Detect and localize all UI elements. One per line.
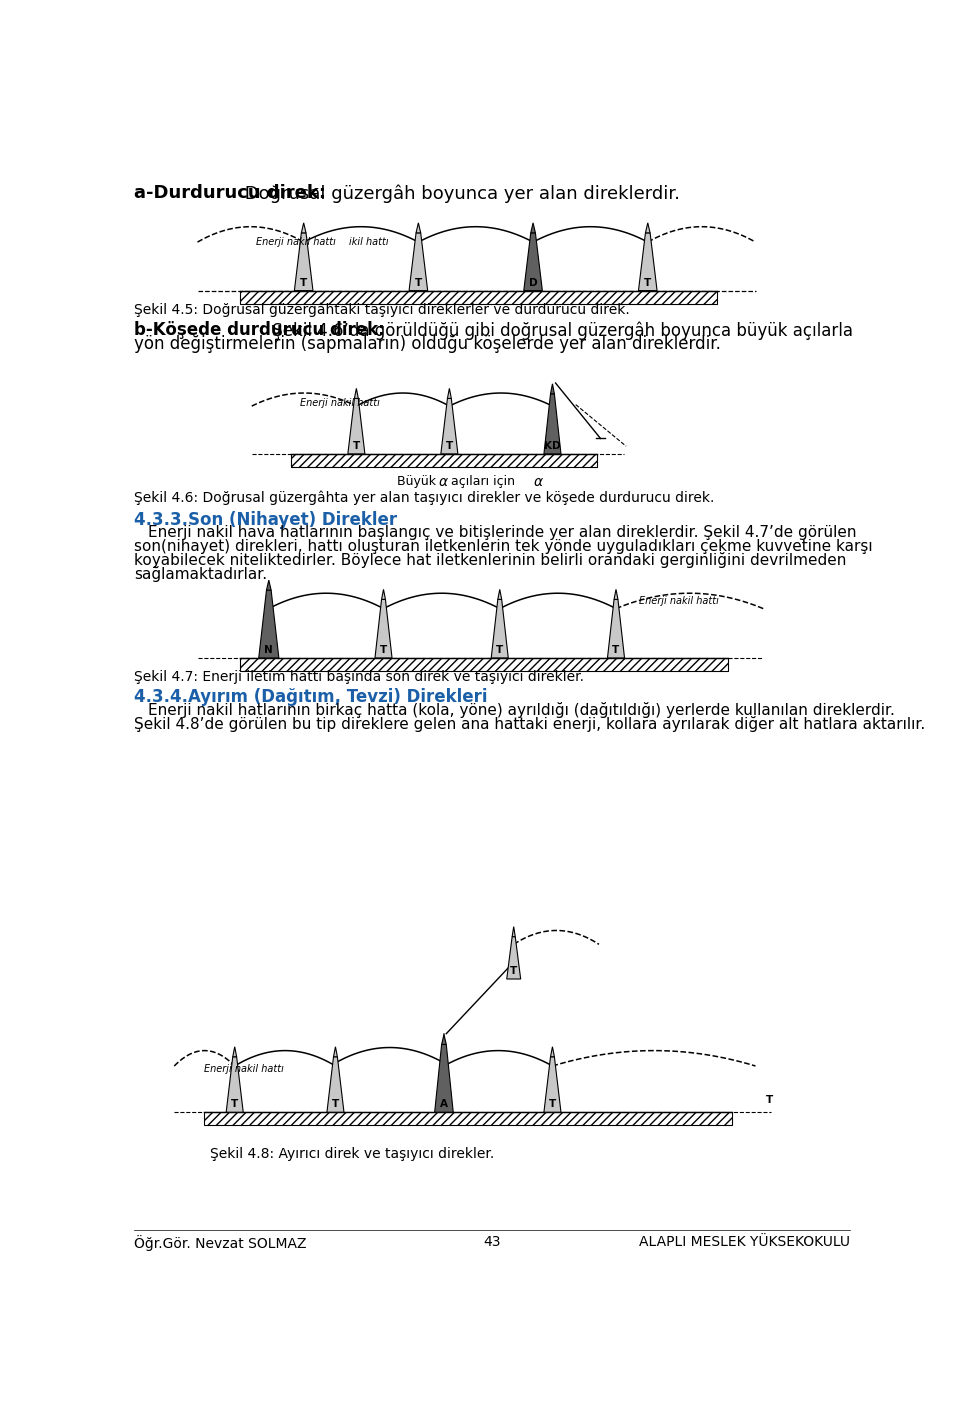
Polygon shape: [375, 600, 392, 658]
Text: T: T: [644, 277, 652, 287]
Polygon shape: [447, 389, 451, 398]
Polygon shape: [348, 398, 365, 453]
Text: T: T: [496, 645, 503, 655]
Text: Enerji nakil hatlarının birkaç hatta (kola, yöne) ayrıldığı (dağıtıldığı) yerler: Enerji nakil hatlarının birkaç hatta (ko…: [148, 701, 895, 718]
Text: T: T: [612, 645, 619, 655]
Polygon shape: [645, 222, 650, 232]
Polygon shape: [232, 1046, 236, 1057]
Text: Enerji nakil hattı: Enerji nakil hattı: [300, 398, 379, 408]
Polygon shape: [638, 232, 657, 290]
Text: 4.3.3.Son (Nihayet) Direkler: 4.3.3.Son (Nihayet) Direkler: [134, 511, 397, 529]
Polygon shape: [524, 232, 542, 290]
Polygon shape: [267, 580, 271, 590]
Text: Öğr.Gör. Nevzat SOLMAZ: Öğr.Gör. Nevzat SOLMAZ: [134, 1235, 306, 1250]
Polygon shape: [441, 398, 458, 453]
Text: Enerji nakil hava hatlarının başlangıç ve bitişlerinde yer alan direklerdir. Şek: Enerji nakil hava hatlarının başlangıç v…: [148, 525, 856, 539]
Polygon shape: [550, 1046, 554, 1057]
Text: KD: KD: [544, 441, 561, 451]
Text: ikil hattı: ikil hattı: [349, 238, 389, 248]
Text: T: T: [231, 1100, 238, 1110]
Text: b-Köşede durdurucu direk:: b-Köşede durdurucu direk:: [134, 321, 385, 339]
Polygon shape: [259, 590, 278, 658]
Text: son(nihayet) direkleri, hattı oluşturan iletkenlerin tek yönde uyguladıkları çek: son(nihayet) direkleri, hattı oluşturan …: [134, 539, 873, 553]
Polygon shape: [354, 389, 358, 398]
Polygon shape: [544, 1057, 561, 1112]
Text: T: T: [300, 277, 307, 287]
Text: koyabilecek niteliktedirler. Böylece hat iletkenlerinin belirli orandaki gerginl: koyabilecek niteliktedirler. Böylece hat…: [134, 552, 847, 569]
Polygon shape: [416, 222, 420, 232]
Text: $\alpha$: $\alpha$: [438, 476, 448, 490]
Polygon shape: [608, 600, 625, 658]
Polygon shape: [531, 222, 536, 232]
Text: 43: 43: [483, 1235, 501, 1249]
Text: Şekil 4.5: Doğrusal güzergâhtaki taşıyıcı direklerler ve durdurucu direk.: Şekil 4.5: Doğrusal güzergâhtaki taşıyıc…: [134, 303, 630, 317]
Text: 4.3.4.Ayırım (Dağıtım, Tevzi) Direkleri: 4.3.4.Ayırım (Dağıtım, Tevzi) Direkleri: [134, 689, 488, 705]
Bar: [204, 1112, 732, 1125]
Polygon shape: [409, 232, 427, 290]
Polygon shape: [327, 1057, 344, 1112]
Text: Enerji nakil hattı: Enerji nakil hattı: [639, 597, 719, 607]
Text: Şekil 4.6’da görüldüğü gibi doğrusal güzergâh boyunca büyük açılarla: Şekil 4.6’da görüldüğü gibi doğrusal güz…: [267, 321, 852, 339]
Text: Şekil 4.6: Doğrusal güzergâhta yer alan taşıyıcı direkler ve köşede durdurucu di: Şekil 4.6: Doğrusal güzergâhta yer alan …: [134, 491, 714, 505]
Polygon shape: [544, 394, 561, 453]
Polygon shape: [442, 1035, 446, 1045]
Polygon shape: [550, 384, 554, 394]
Text: Enerji nakil hattı: Enerji nakil hattı: [255, 238, 335, 248]
Polygon shape: [333, 1046, 337, 1057]
Text: Doğrusal güzergâh boyunca yer alan direklerdir.: Doğrusal güzergâh boyunca yer alan direk…: [239, 184, 681, 203]
Text: T: T: [445, 441, 453, 451]
Polygon shape: [295, 232, 313, 290]
Text: T: T: [549, 1100, 556, 1110]
Text: T: T: [332, 1100, 339, 1110]
Text: A: A: [440, 1100, 448, 1110]
Polygon shape: [498, 590, 502, 600]
Text: ALAPLI MESLEK YÜKSEKOKULU: ALAPLI MESLEK YÜKSEKOKULU: [639, 1235, 850, 1249]
Polygon shape: [381, 590, 385, 600]
Text: a-Durdurucu direk:: a-Durdurucu direk:: [134, 184, 326, 203]
Text: sağlamaktadırlar.: sağlamaktadırlar.: [134, 566, 267, 583]
Text: T: T: [380, 645, 387, 655]
Text: N: N: [264, 645, 274, 655]
Bar: [291, 453, 596, 467]
Text: D: D: [529, 277, 538, 287]
Bar: [240, 290, 717, 304]
Text: T: T: [510, 966, 517, 976]
Polygon shape: [227, 1057, 243, 1112]
Text: Şekil 4.8: Ayırıcı direk ve taşıyıcı direkler.: Şekil 4.8: Ayırıcı direk ve taşıyıcı dir…: [210, 1148, 494, 1160]
Polygon shape: [492, 600, 508, 658]
Text: yön değiştirmelerin (sapmaların) olduğu köşelerde yer alan direklerdir.: yön değiştirmelerin (sapmaların) olduğu …: [134, 335, 721, 353]
Bar: [240, 658, 729, 672]
Text: Şekil 4.7: Enerji iletim hattı başında son direk ve taşıyıcı direkler.: Şekil 4.7: Enerji iletim hattı başında s…: [134, 670, 584, 684]
Polygon shape: [301, 222, 306, 232]
Text: $\alpha$: $\alpha$: [533, 476, 544, 490]
Text: T: T: [415, 277, 422, 287]
Text: açıları için: açıları için: [447, 476, 516, 489]
Polygon shape: [614, 590, 618, 600]
Text: T: T: [766, 1094, 773, 1104]
Text: Büyük: Büyük: [397, 476, 441, 489]
Text: T: T: [352, 441, 360, 451]
Polygon shape: [507, 936, 520, 979]
Polygon shape: [435, 1045, 453, 1112]
Text: Enerji nakil hattı: Enerji nakil hattı: [204, 1064, 283, 1074]
Text: Şekil 4.8’de görülen bu tip direklere gelen ana hattaki enerji, kollara ayrılara: Şekil 4.8’de görülen bu tip direklere ge…: [134, 715, 925, 732]
Polygon shape: [512, 926, 516, 936]
